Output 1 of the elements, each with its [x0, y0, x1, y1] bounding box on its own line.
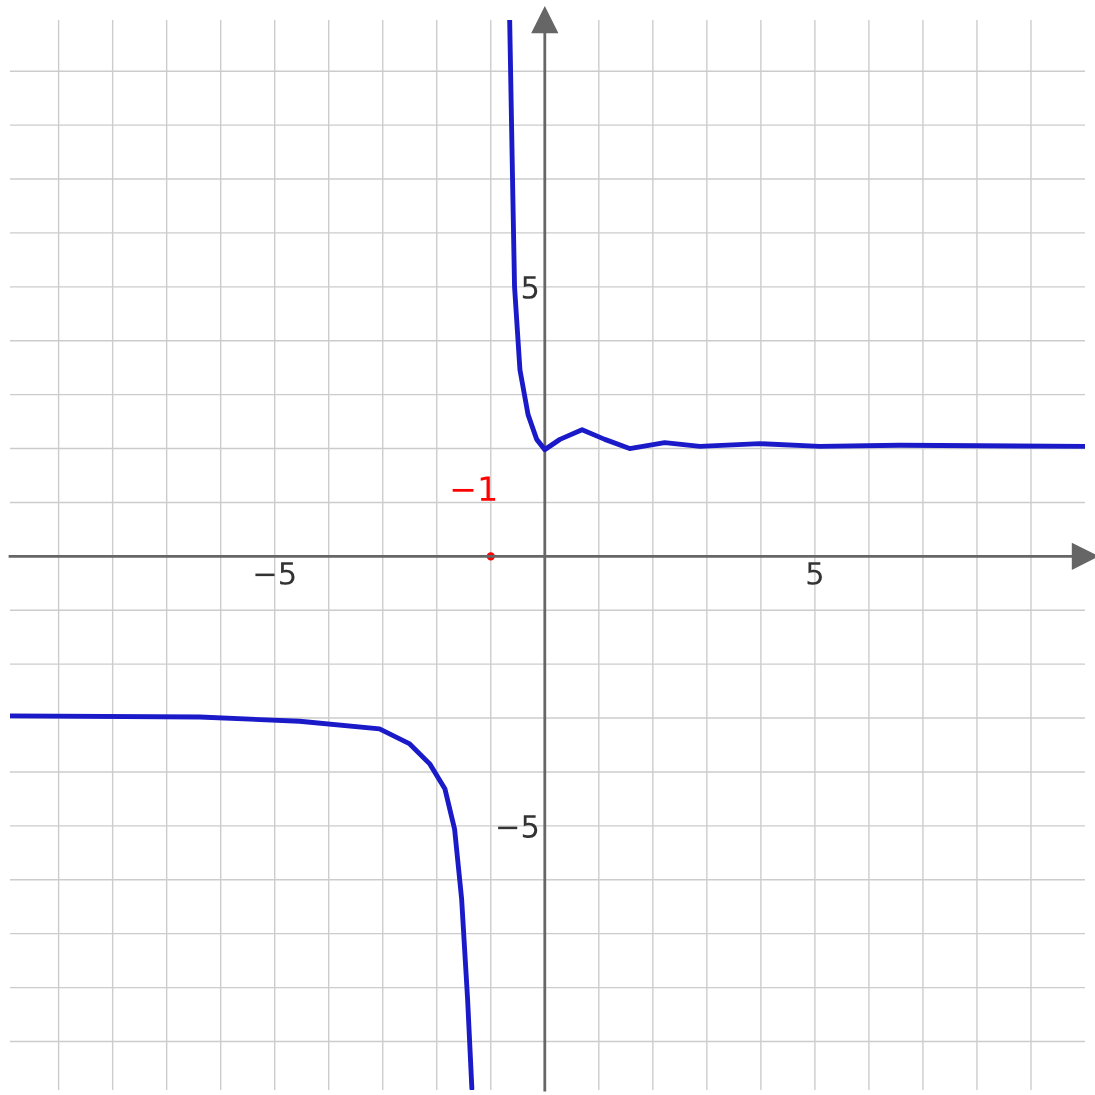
annotation: −1: [452, 476, 496, 501]
